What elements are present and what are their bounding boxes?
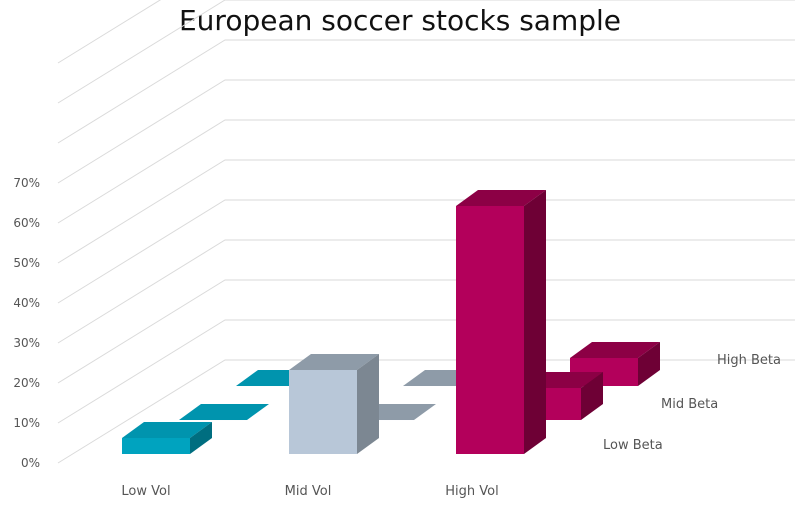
bar-side-face xyxy=(581,372,603,420)
y-tick-label: 20% xyxy=(13,376,40,390)
bar-front-high-vol-low-beta xyxy=(456,206,524,454)
bar-top-face xyxy=(289,354,379,370)
gridline xyxy=(57,199,795,304)
bar-side-face xyxy=(638,342,660,386)
gridline xyxy=(57,279,795,384)
y-tick-label: 50% xyxy=(13,256,40,270)
x-category-label: Low Vol xyxy=(121,484,170,499)
gridline xyxy=(57,79,795,184)
bar-front-mid-vol-low-beta xyxy=(289,370,357,454)
bar-top-face xyxy=(570,342,660,358)
bar-side-face xyxy=(524,190,546,454)
bar-side-face xyxy=(357,354,379,454)
bars xyxy=(122,190,660,454)
gridline xyxy=(57,319,795,424)
y-tick-label: 40% xyxy=(13,296,40,310)
gridline xyxy=(57,0,795,104)
gridline xyxy=(57,39,795,144)
depth-series-label: High Beta xyxy=(717,353,781,368)
bar-top-face xyxy=(179,404,269,420)
x-category-label: Mid Vol xyxy=(285,484,332,499)
bar-front-low-vol-low-beta xyxy=(122,438,190,454)
grid-lines xyxy=(57,0,795,464)
y-tick-label: 60% xyxy=(13,216,40,230)
axis-labels: 0% 10% 20% 30% 40% 50% 60% 70% Low Vol Mid Vol Hig… xyxy=(13,176,781,499)
gridline xyxy=(57,0,162,64)
y-tick-label: 70% xyxy=(13,176,40,190)
gridline xyxy=(57,119,795,224)
bar-side-face xyxy=(190,422,212,454)
y-tick-label: 30% xyxy=(13,336,40,350)
depth-series-label: Mid Beta xyxy=(661,397,718,412)
x-category-label: High Vol xyxy=(445,484,498,499)
gridline xyxy=(57,159,795,264)
chart-title: European soccer stocks sample xyxy=(178,4,621,37)
gridline xyxy=(57,239,795,344)
bar-top-face xyxy=(122,422,212,438)
depth-series-label: Low Beta xyxy=(603,438,663,453)
y-tick-label: 0% xyxy=(21,456,40,470)
y-tick-label: 10% xyxy=(13,416,40,430)
bar-top-face xyxy=(456,190,546,206)
